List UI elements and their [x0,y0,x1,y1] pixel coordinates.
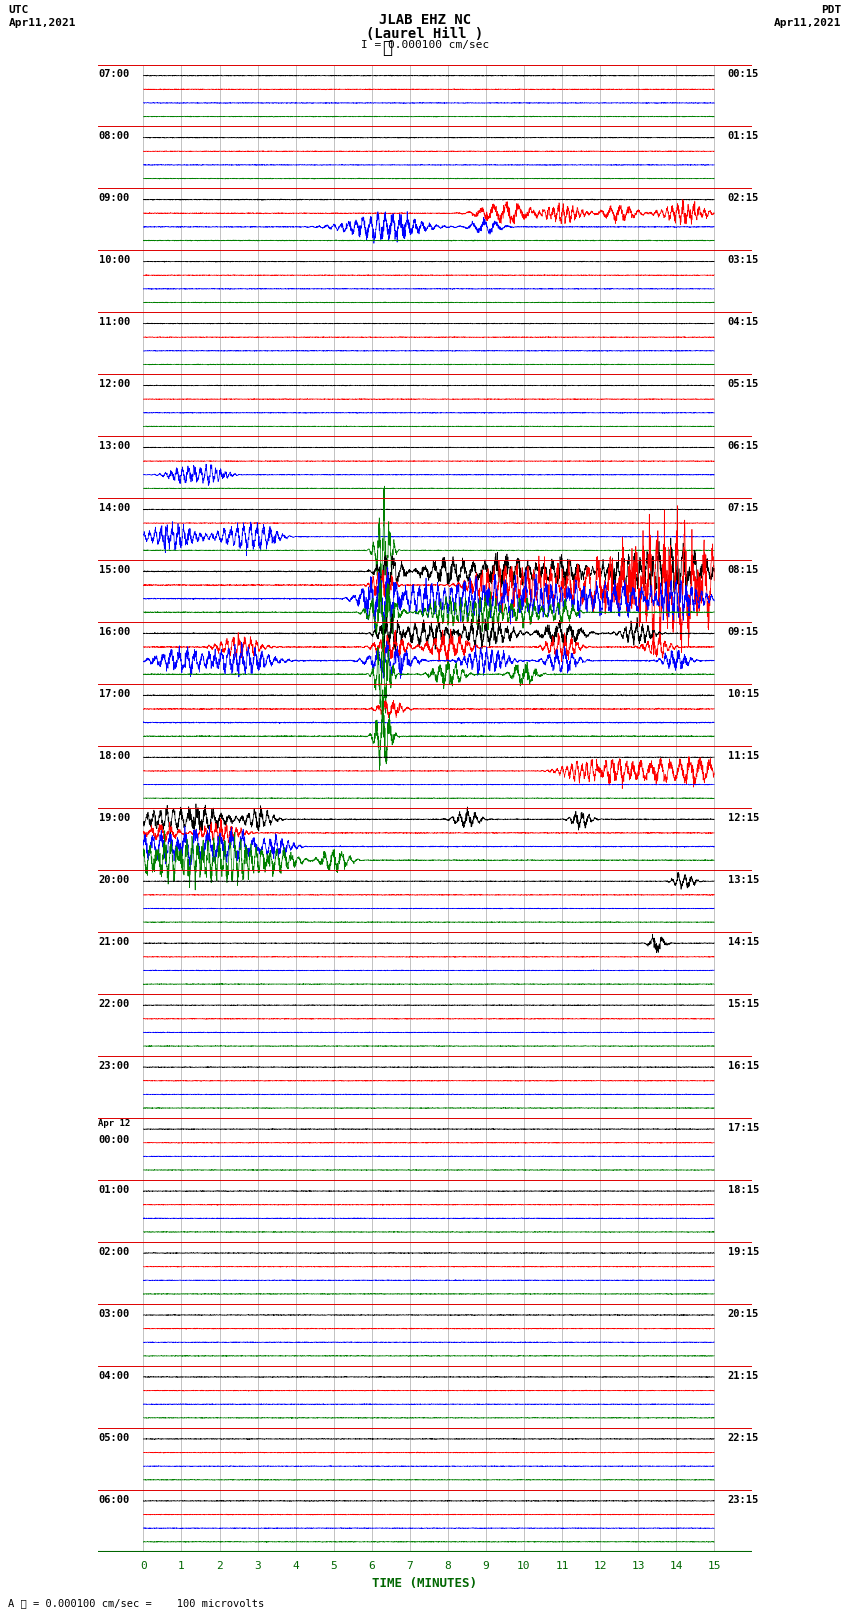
Text: ⎸: ⎸ [382,39,392,56]
Text: 09:15: 09:15 [728,627,759,637]
Text: 14:00: 14:00 [99,503,130,513]
Text: Apr11,2021: Apr11,2021 [774,18,842,27]
Text: 07:15: 07:15 [728,503,759,513]
Text: 16:00: 16:00 [99,627,130,637]
Text: 19:15: 19:15 [728,1247,759,1257]
Text: 05:00: 05:00 [99,1432,130,1442]
Text: 01:00: 01:00 [99,1186,130,1195]
Text: JLAB EHZ NC: JLAB EHZ NC [379,13,471,27]
Text: 03:15: 03:15 [728,255,759,266]
Text: 14:15: 14:15 [728,937,759,947]
Text: 21:15: 21:15 [728,1371,759,1381]
Text: Apr 12: Apr 12 [98,1119,130,1127]
Text: 20:15: 20:15 [728,1308,759,1319]
Text: 11:00: 11:00 [99,318,130,327]
Text: 07:00: 07:00 [99,69,130,79]
Text: UTC: UTC [8,5,29,15]
Text: 20:00: 20:00 [99,874,130,886]
Text: 15:15: 15:15 [728,998,759,1010]
Text: 00:00: 00:00 [99,1136,130,1145]
Text: PDT: PDT [821,5,842,15]
Text: 21:00: 21:00 [99,937,130,947]
Text: 19:00: 19:00 [99,813,130,823]
Text: 08:15: 08:15 [728,565,759,576]
Text: 04:00: 04:00 [99,1371,130,1381]
Text: 13:15: 13:15 [728,874,759,886]
Text: 02:00: 02:00 [99,1247,130,1257]
Text: 22:00: 22:00 [99,998,130,1010]
Text: 04:15: 04:15 [728,318,759,327]
Text: 22:15: 22:15 [728,1432,759,1442]
Text: 12:15: 12:15 [728,813,759,823]
Text: 00:15: 00:15 [728,69,759,79]
Text: 23:00: 23:00 [99,1061,130,1071]
Text: 10:00: 10:00 [99,255,130,266]
Text: 23:15: 23:15 [728,1495,759,1505]
X-axis label: TIME (MINUTES): TIME (MINUTES) [372,1578,478,1590]
Text: 06:15: 06:15 [728,442,759,452]
Text: 10:15: 10:15 [728,689,759,698]
Text: 18:15: 18:15 [728,1186,759,1195]
Text: I = 0.000100 cm/sec: I = 0.000100 cm/sec [361,40,489,50]
Text: 17:15: 17:15 [728,1123,759,1132]
Text: 16:15: 16:15 [728,1061,759,1071]
Text: 08:00: 08:00 [99,131,130,142]
Text: (Laurel Hill ): (Laurel Hill ) [366,27,484,42]
Text: 01:15: 01:15 [728,131,759,142]
Text: 11:15: 11:15 [728,752,759,761]
Text: 06:00: 06:00 [99,1495,130,1505]
Text: Apr11,2021: Apr11,2021 [8,18,76,27]
Text: A ⎸ = 0.000100 cm/sec =    100 microvolts: A ⎸ = 0.000100 cm/sec = 100 microvolts [8,1598,264,1608]
Text: 17:00: 17:00 [99,689,130,698]
Text: 05:15: 05:15 [728,379,759,389]
Text: 15:00: 15:00 [99,565,130,576]
Text: 13:00: 13:00 [99,442,130,452]
Text: 02:15: 02:15 [728,194,759,203]
Text: 12:00: 12:00 [99,379,130,389]
Text: 18:00: 18:00 [99,752,130,761]
Text: 09:00: 09:00 [99,194,130,203]
Text: 03:00: 03:00 [99,1308,130,1319]
